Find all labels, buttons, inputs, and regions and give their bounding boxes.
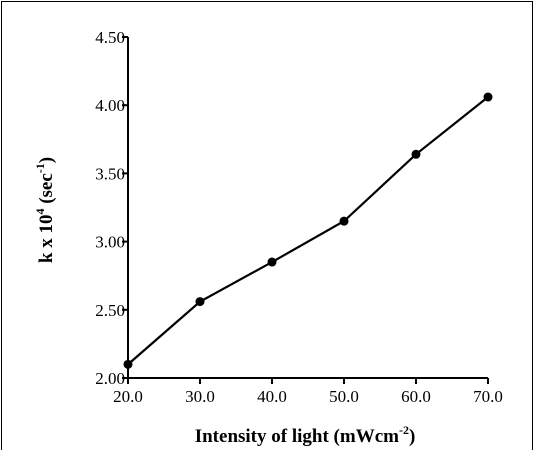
data-series xyxy=(123,92,493,369)
y-tick-label: 3.50 xyxy=(95,164,125,183)
y-axis: 2.00 2.50 3.00 3.50 4.00 4.50 xyxy=(95,28,129,388)
x-tick-label: 60.0 xyxy=(401,387,431,406)
data-point xyxy=(411,149,421,159)
x-axis: 20.0 30.0 40.0 50.0 60.0 70.0 xyxy=(113,377,503,406)
y-axis-title: k x 104 (sec-1) xyxy=(33,157,57,263)
x-tick-label: 30.0 xyxy=(185,387,215,406)
x-tick-label: 40.0 xyxy=(257,387,287,406)
x-tick-label: 20.0 xyxy=(113,387,143,406)
data-point xyxy=(123,359,133,369)
data-point xyxy=(267,257,277,267)
data-point xyxy=(195,297,205,307)
x-axis-title: Intensity of light (mWcm-2) xyxy=(195,423,416,447)
series-line xyxy=(127,96,489,366)
y-tick-label: 3.00 xyxy=(95,233,125,252)
y-tick-label: 2.50 xyxy=(95,301,125,320)
y-tick-label: 2.00 xyxy=(95,369,125,388)
x-tick-label: 70.0 xyxy=(473,387,503,406)
y-tick-label: 4.50 xyxy=(95,28,125,47)
data-point xyxy=(339,216,349,226)
y-tick-label: 4.00 xyxy=(95,96,125,115)
data-point xyxy=(483,92,493,102)
x-tick-label: 50.0 xyxy=(329,387,359,406)
